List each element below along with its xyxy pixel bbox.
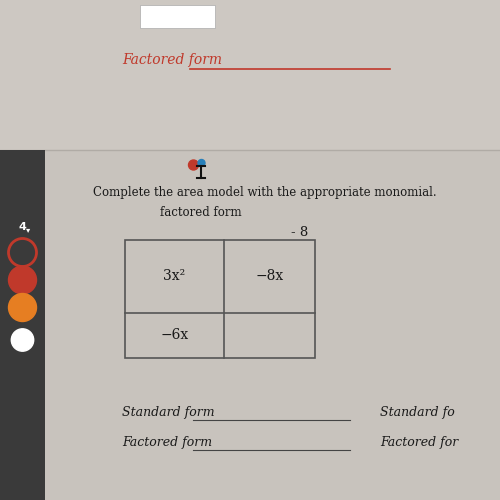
Bar <box>140 5 215 28</box>
Bar <box>125 240 315 358</box>
Text: 4: 4 <box>18 222 26 232</box>
Circle shape <box>198 160 205 166</box>
Circle shape <box>12 329 34 351</box>
Text: −6x: −6x <box>160 328 188 342</box>
Bar <box>0 0 500 150</box>
Circle shape <box>188 160 198 170</box>
Text: −8x: −8x <box>256 270 283 283</box>
Text: Standard fo: Standard fo <box>380 406 455 419</box>
Circle shape <box>8 294 36 322</box>
Text: Factored form: Factored form <box>122 53 222 67</box>
Bar <box>0 150 500 500</box>
Text: - 8: - 8 <box>292 226 308 239</box>
Text: ▾: ▾ <box>26 226 30 234</box>
Text: Factored for: Factored for <box>380 436 458 449</box>
Text: 3x²: 3x² <box>164 270 186 283</box>
Text: factored form: factored form <box>160 206 242 219</box>
Text: Standard form: Standard form <box>122 406 215 419</box>
Bar <box>0 150 45 500</box>
Text: Factored form: Factored form <box>122 436 212 449</box>
Circle shape <box>8 266 36 294</box>
Text: Complete the area model with the appropriate monomial.: Complete the area model with the appropr… <box>93 186 437 199</box>
